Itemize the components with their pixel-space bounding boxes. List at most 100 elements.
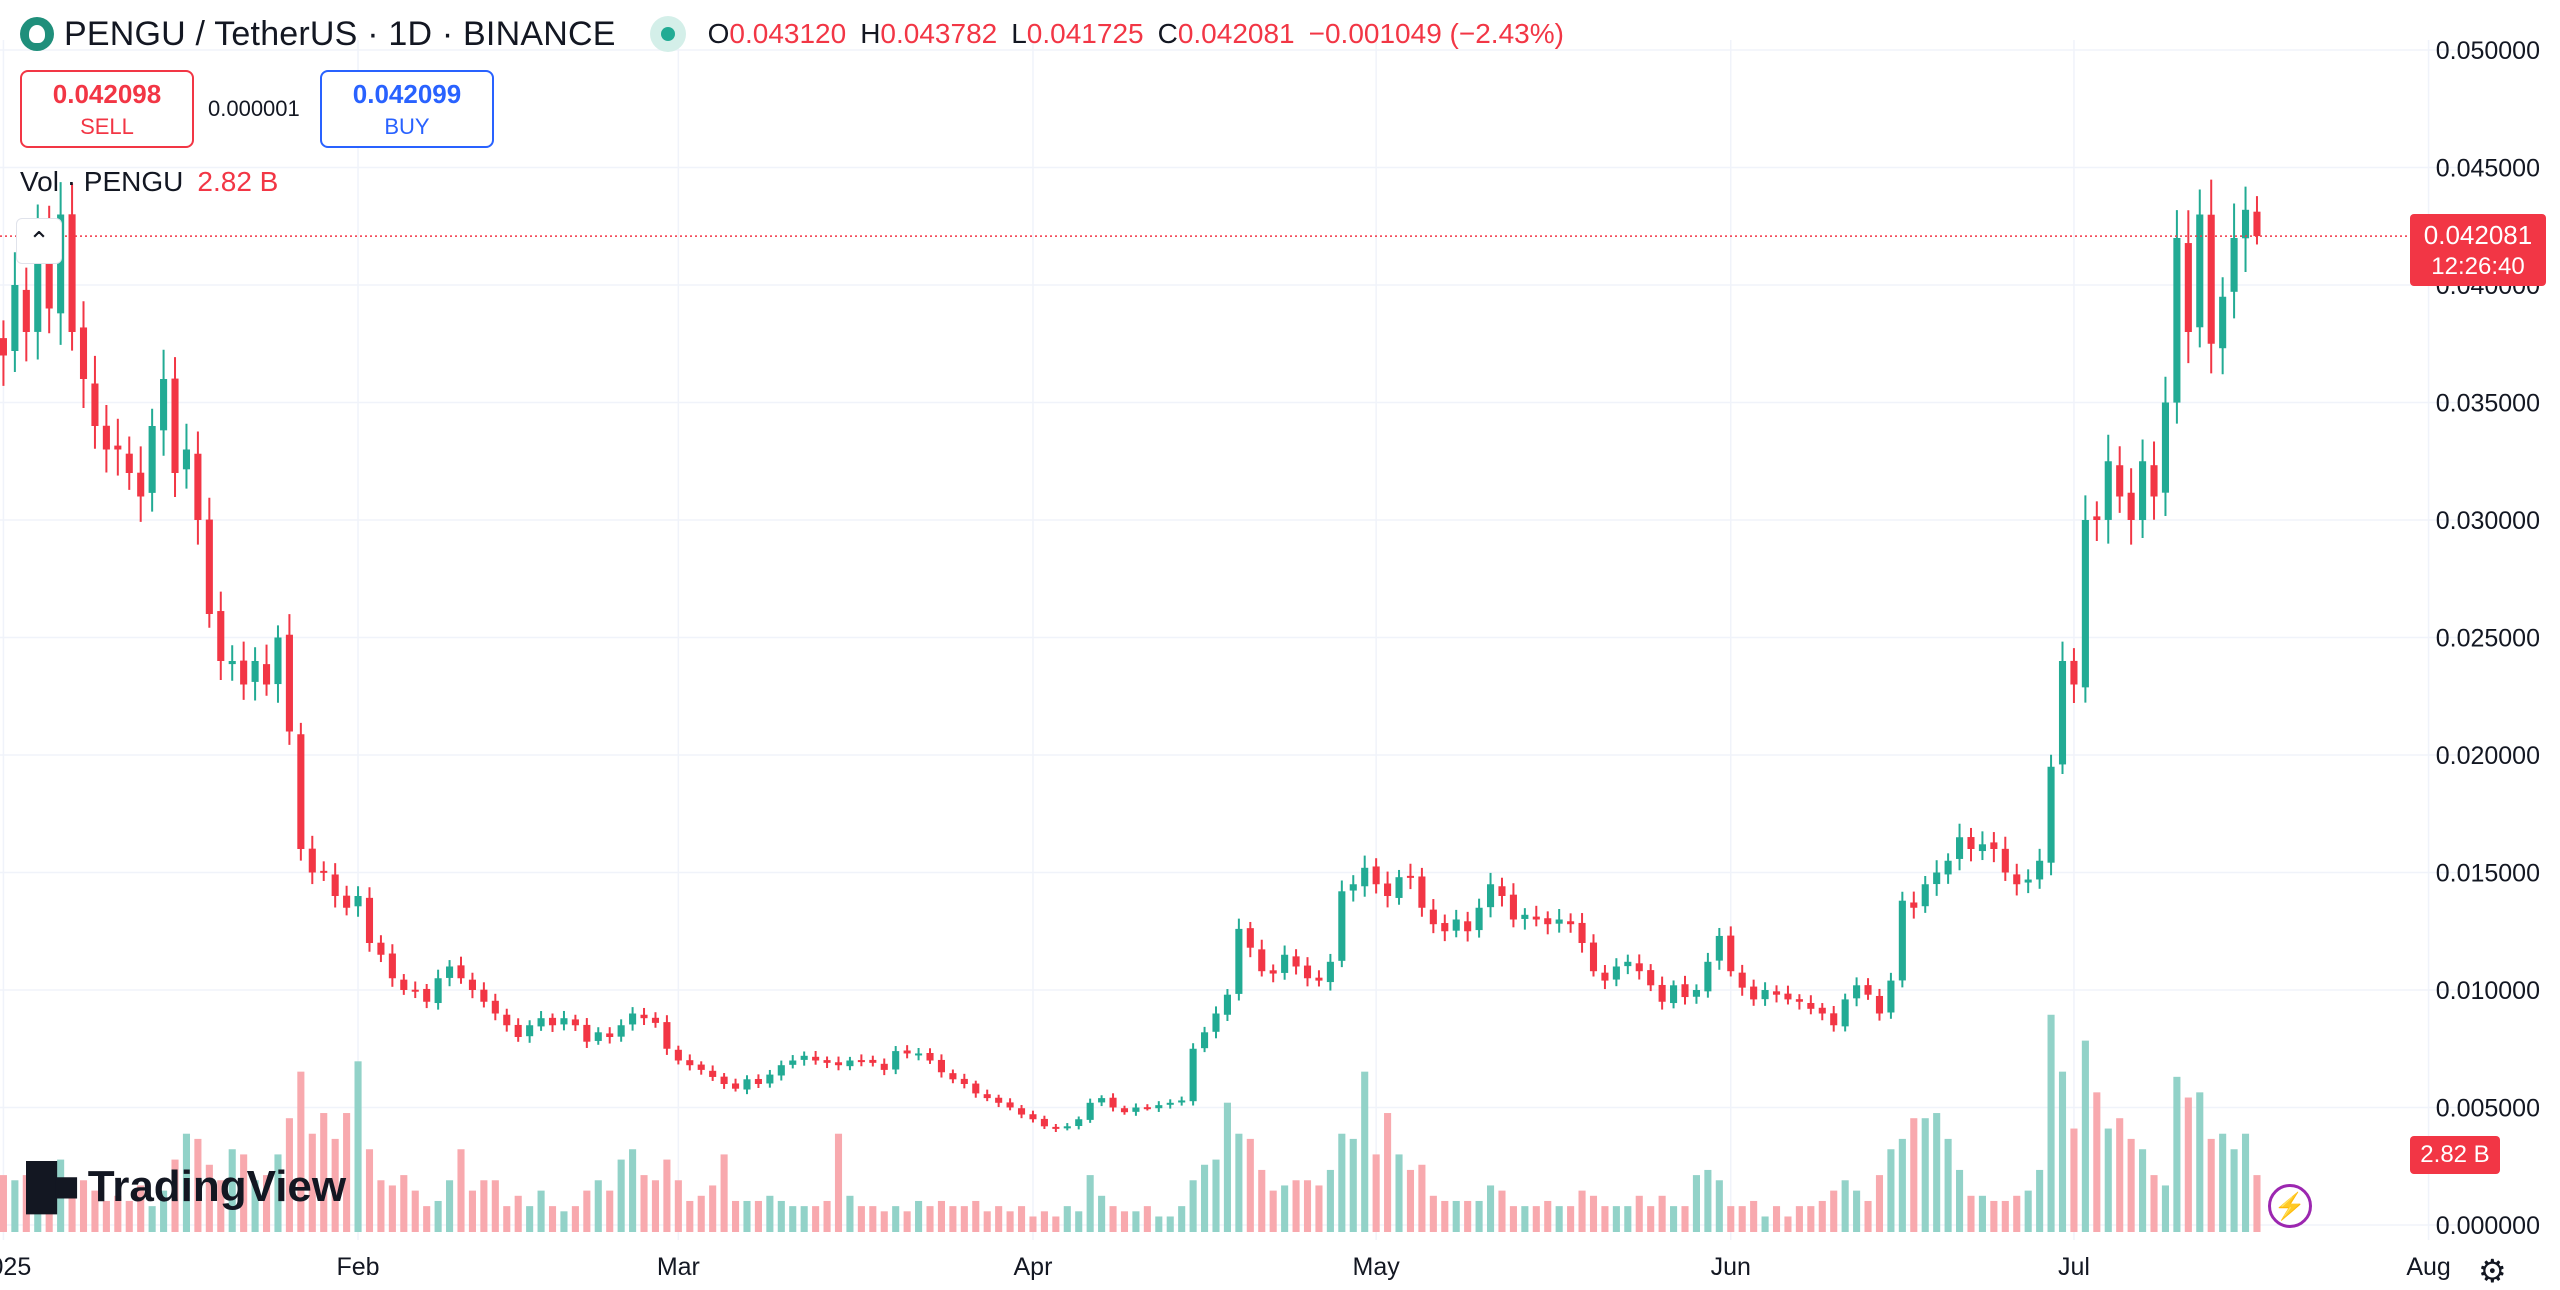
candle-body <box>354 896 362 907</box>
candle-body <box>1589 942 1598 972</box>
volume-bar <box>2253 1175 2261 1232</box>
volume-bar <box>457 1149 465 1232</box>
volume-bar <box>789 1206 797 1232</box>
time-tick-label: May <box>1353 1253 1401 1281</box>
candle-body <box>274 637 282 685</box>
volume-bar <box>548 1206 557 1232</box>
tradingview-mark-icon: █■ <box>26 1162 80 1211</box>
candle-body <box>2207 214 2215 344</box>
volume-bar <box>800 1206 808 1232</box>
candle-body <box>1086 1102 1094 1120</box>
candle-body <box>697 1064 705 1070</box>
candle-body <box>1246 928 1254 948</box>
market-status-icon[interactable] <box>649 16 686 52</box>
volume-bar <box>754 1200 762 1232</box>
volume-bar <box>1967 1195 1975 1232</box>
volume-bar <box>91 1190 99 1232</box>
sell-button[interactable]: 0.042098 SELL <box>20 70 194 148</box>
candle-body <box>1772 991 1781 995</box>
candle-body <box>926 1052 934 1061</box>
candle-body <box>11 285 19 351</box>
candle-body <box>937 1059 945 1073</box>
candle-body <box>846 1060 854 1067</box>
candle-body <box>217 611 225 661</box>
candle-body <box>1292 956 1300 967</box>
candle-body <box>1441 923 1449 932</box>
candle-body <box>1315 977 1323 981</box>
volume-bar <box>834 1133 843 1232</box>
candle-body <box>1338 891 1346 961</box>
volume-bar <box>446 1180 454 1232</box>
volume-bar <box>949 1206 957 1232</box>
candle-body <box>800 1055 808 1060</box>
sell-price: 0.042098 <box>52 78 162 109</box>
candle-body <box>880 1063 888 1070</box>
candle-body <box>1555 919 1563 924</box>
candle-body <box>732 1083 740 1089</box>
time-tick-label: Jun <box>1711 1253 1751 1281</box>
volume-bar <box>2207 1138 2215 1232</box>
volume-bar <box>2058 1071 2067 1232</box>
candle-body <box>262 664 271 685</box>
volume-bar <box>251 1180 259 1232</box>
volume-bar <box>34 1164 42 1232</box>
ohlc-high: H0.043782 <box>860 18 998 49</box>
candle-body <box>960 1078 968 1084</box>
candle-body <box>1670 985 1678 1004</box>
candle-body <box>1578 922 1586 943</box>
candle-body <box>79 327 88 379</box>
candle-body <box>2001 848 2009 873</box>
candle-body <box>457 965 465 979</box>
candle-body <box>583 1024 591 1042</box>
candle-body <box>686 1060 694 1066</box>
tradingview-logo[interactable]: █■ TradingView <box>26 1162 346 1212</box>
candle-body <box>1921 884 1929 907</box>
volume-bar <box>22 1175 30 1232</box>
candle-body <box>1509 894 1517 920</box>
volume-bar <box>2219 1133 2227 1232</box>
candle-body <box>400 979 408 990</box>
candle-body <box>240 660 248 685</box>
volume-bar <box>1956 1169 1964 1232</box>
symbol-title[interactable]: PENGU / TetherUS · 1D · BINANCE <box>64 14 616 53</box>
volume-bar <box>1098 1195 1106 1232</box>
price-tick-label: 0.025000 <box>2436 625 2540 653</box>
volume-bar <box>972 1200 980 1232</box>
volume-bar <box>1910 1118 1918 1232</box>
volume-bar <box>1567 1206 1575 1232</box>
volume-bar <box>262 1175 271 1232</box>
volume-bar <box>125 1200 133 1232</box>
volume-bar <box>1761 1216 1769 1232</box>
volume-legend[interactable]: Vol · PENGU 2.82 B <box>20 166 278 198</box>
volume-bars <box>0 1014 2261 1232</box>
candle-body <box>114 445 122 450</box>
volume-bar <box>79 1180 88 1232</box>
volume-bar <box>1086 1175 1094 1232</box>
candle-body <box>251 661 259 682</box>
buy-button[interactable]: 0.042099 BUY <box>320 70 494 148</box>
candle-body <box>1155 1105 1163 1109</box>
candle-body <box>766 1074 774 1084</box>
collapse-legend-button[interactable]: ⌃ <box>16 218 62 264</box>
candle-body <box>2024 879 2032 883</box>
candle-body <box>1853 985 1861 999</box>
volume-bar <box>1544 1200 1552 1232</box>
price-tick-label: 0.010000 <box>2436 977 2540 1005</box>
volume-bar <box>160 1190 168 1232</box>
gear-icon[interactable]: ⚙ <box>2478 1253 2507 1289</box>
candle-body <box>446 966 454 978</box>
candle-body <box>2253 211 2261 237</box>
candle-body <box>1967 837 1975 849</box>
candle-body <box>1006 1102 1014 1108</box>
lightning-icon[interactable]: ⚡ <box>2268 1184 2312 1228</box>
candle-body <box>2036 860 2044 880</box>
candle-body <box>468 979 476 990</box>
candle-body <box>2161 402 2170 493</box>
volume-bar <box>2047 1014 2055 1232</box>
volume-bar <box>1898 1138 1906 1232</box>
candle-body <box>1052 1126 1060 1129</box>
candle-body <box>297 734 305 849</box>
ohlc-change: −0.001049 (−2.43%) <box>1308 18 1564 49</box>
volume-bar <box>869 1206 877 1232</box>
